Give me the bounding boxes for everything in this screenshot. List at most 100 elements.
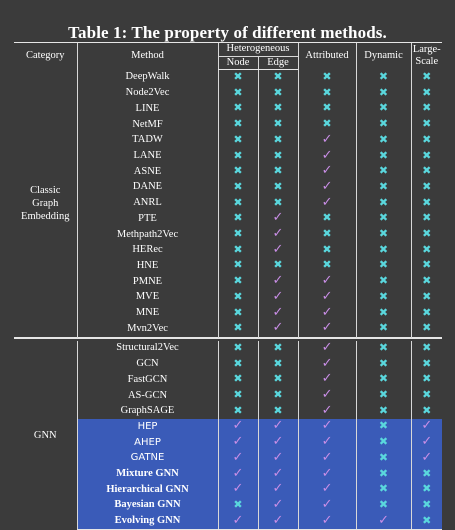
cross-mark-icon: ✖ <box>322 85 332 99</box>
attributed-cell: ✓ <box>297 131 357 149</box>
cross-mark-icon: ✖ <box>422 85 432 99</box>
check-mark-icon: ✓ <box>272 512 284 528</box>
attributed-cell: ✓ <box>297 513 357 530</box>
check-mark-icon: ✓ <box>272 210 284 226</box>
table-row: LANE ✖ ✖ ✓ ✖ ✖ <box>14 148 443 165</box>
check-mark-icon: ✓ <box>321 304 333 320</box>
properties-table: Category Method Heterogeneous Attributed… <box>14 42 443 530</box>
method-name: AS-GCN <box>76 388 218 404</box>
node-cell: ✖ <box>217 372 258 389</box>
node-cell: ✖ <box>217 101 258 118</box>
edge-cell: ✖ <box>257 164 299 180</box>
table-row: HERec ✖ ✓ ✖ ✖ ✖ <box>14 242 443 259</box>
node-cell: ✖ <box>217 388 258 404</box>
table-row: MVE ✖ ✓ ✓ ✖ ✖ <box>14 288 443 306</box>
cross-mark-icon: ✖ <box>273 132 283 146</box>
cross-mark-icon: ✖ <box>378 195 389 209</box>
cross-mark-icon: ✖ <box>422 195 432 209</box>
table-row: ASNE ✖ ✖ ✓ ✖ ✖ <box>14 163 443 180</box>
attributed-cell: ✓ <box>297 355 357 373</box>
check-mark-icon: ✓ <box>321 355 333 371</box>
category-label: Classic <box>30 184 61 196</box>
attributed-cell: ✓ <box>297 450 357 467</box>
dynamic-cell: ✖ <box>355 388 412 404</box>
table-row: GraphSAGE ✖ ✖ ✓ ✖ ✖ <box>14 402 443 420</box>
cross-mark-icon: ✖ <box>322 227 332 241</box>
large-scale-cell: ✖ <box>410 388 443 404</box>
large-scale-cell: ✖ <box>410 117 443 133</box>
attributed-cell: ✖ <box>297 85 357 102</box>
edge-cell: ✓ <box>257 512 299 530</box>
method-name: PMNE <box>76 274 218 290</box>
node-cell: ✖ <box>217 497 258 514</box>
method-name: PTE <box>76 211 218 228</box>
cross-mark-icon: ✖ <box>422 164 432 178</box>
cross-mark-icon: ✖ <box>322 69 332 83</box>
cross-mark-icon: ✖ <box>378 419 389 433</box>
check-mark-icon: ✓ <box>378 512 389 528</box>
cross-mark-icon: ✖ <box>233 258 243 272</box>
cross-mark-icon: ✖ <box>422 101 432 115</box>
cross-mark-icon: ✖ <box>233 179 243 193</box>
table-row: FastGCN ✖ ✖ ✓ ✖ ✖ <box>14 372 443 389</box>
cross-mark-icon: ✖ <box>378 258 389 272</box>
cross-mark-icon: ✖ <box>233 340 243 354</box>
node-cell: ✓ <box>217 513 258 530</box>
cross-mark-icon: ✖ <box>233 164 243 178</box>
cross-mark-icon: ✖ <box>322 117 332 131</box>
large-scale-cell: ✖ <box>410 274 443 290</box>
check-mark-icon: ✓ <box>272 434 284 450</box>
dynamic-cell: ✖ <box>355 258 412 275</box>
check-mark-icon: ✓ <box>321 387 333 403</box>
node-cell: ✖ <box>217 258 258 275</box>
cross-mark-icon: ✖ <box>422 148 432 162</box>
node-cell: ✖ <box>217 227 258 243</box>
attributed-cell: ✓ <box>297 466 357 483</box>
method-name: MVE <box>76 289 218 306</box>
dynamic-cell: ✖ <box>355 211 412 228</box>
cross-mark-icon: ✖ <box>273 148 283 162</box>
check-mark-icon: ✓ <box>321 481 333 497</box>
cross-mark-icon: ✖ <box>422 69 432 83</box>
edge-cell: ✖ <box>257 388 299 404</box>
node-cell: ✖ <box>217 289 258 306</box>
node-cell: ✓ <box>217 419 258 436</box>
attributed-cell: ✓ <box>297 481 357 498</box>
attributed-cell: ✓ <box>297 340 357 357</box>
check-mark-icon: ✓ <box>272 320 284 336</box>
table-row: Classic Graph Embedding DeepWalk ✖ ✖ ✖ ✖ ✖ <box>14 69 443 222</box>
category-cell: Classic Graph Embedding <box>14 70 77 338</box>
node-cell: ✖ <box>217 148 258 165</box>
check-mark-icon: ✓ <box>321 131 333 147</box>
attributed-cell: ✓ <box>297 387 357 404</box>
edge-cell: ✓ <box>257 320 299 338</box>
cross-mark-icon: ✖ <box>378 482 389 496</box>
large-scale-cell: ✖ <box>410 179 443 196</box>
edge-cell: ✖ <box>257 403 299 420</box>
check-mark-icon: ✓ <box>232 465 244 481</box>
check-mark-icon: ✓ <box>272 288 284 304</box>
cross-mark-icon: ✖ <box>233 274 243 288</box>
edge-cell: ✓ <box>257 273 299 290</box>
dynamic-cell: ✖ <box>355 242 412 259</box>
check-mark-icon: ✓ <box>272 465 284 481</box>
table-row: Methpath2Vec ✖ ✓ ✖ ✖ ✖ <box>14 226 443 243</box>
cross-mark-icon: ✖ <box>378 321 389 335</box>
header-attributed: Attributed <box>297 42 357 70</box>
table-row: Bayesian GNN ✖ ✓ ✓ ✖ ✖ <box>14 497 443 514</box>
method-name: NetMF <box>76 117 218 133</box>
cross-mark-icon: ✖ <box>378 388 389 402</box>
cross-mark-icon: ✖ <box>422 274 432 288</box>
dynamic-cell: ✖ <box>355 148 412 165</box>
header-dynamic: Dynamic <box>355 42 412 70</box>
dynamic-cell: ✖ <box>355 132 412 149</box>
cross-mark-icon: ✖ <box>422 289 432 303</box>
table-row: DANE ✖ ✖ ✓ ✖ ✖ <box>14 179 443 196</box>
node-cell: ✓ <box>217 450 258 467</box>
check-mark-icon: ✓ <box>232 481 244 497</box>
method-name: GATNE <box>76 450 218 467</box>
check-mark-icon: ✓ <box>321 288 333 304</box>
large-scale-cell: ✖ <box>410 227 443 243</box>
check-mark-icon: ✓ <box>321 402 333 418</box>
attributed-cell: ✖ <box>297 242 357 259</box>
